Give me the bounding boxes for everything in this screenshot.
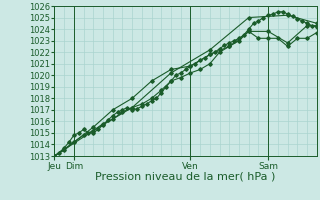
X-axis label: Pression niveau de la mer( hPa ): Pression niveau de la mer( hPa ) (95, 172, 276, 182)
